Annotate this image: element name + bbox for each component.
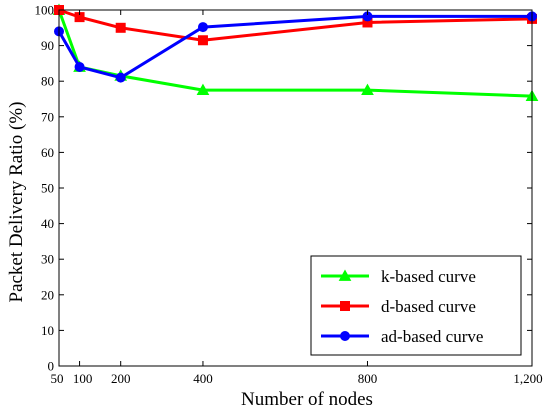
legend-marker [338,269,352,281]
legend-marker [340,331,350,341]
data-point [361,83,374,95]
series-line [57,14,532,80]
y-tick-label: 100 [35,3,55,18]
y-tick-label: 70 [41,109,54,124]
y-tick-label: 40 [41,216,54,231]
x-axis-title: Number of nodes [241,389,373,410]
series-layer [52,3,539,102]
legend-label: d-based curve [381,297,476,316]
legend-entry-3: ad-based curve [321,327,483,346]
data-point [74,61,85,72]
y-tick-label: 20 [41,287,54,302]
legend: k-based curve d-based curve ad-based curve [310,255,522,356]
legend-entry-2: d-based curve [321,297,476,316]
x-tick-label: 200 [111,371,131,386]
y-tick-label: 80 [41,74,54,89]
data-point [196,83,210,95]
legend-marker [340,301,350,311]
data-point [115,72,126,83]
y-tick-label: 60 [41,145,54,160]
legend-label: k-based curve [381,267,476,286]
series-3 [54,11,537,83]
x-tick-label: 800 [358,371,378,386]
x-tick-label: 1,200 [513,371,542,386]
data-point [197,22,208,33]
x-tick-label: 400 [193,371,213,386]
data-point [197,35,208,46]
y-tick-label: 10 [41,323,54,338]
y-tick-label: 30 [41,252,54,267]
x-tick-label: 100 [73,371,93,386]
y-tick-label: 0 [48,359,55,374]
series-line [57,9,533,98]
legend-entry-1: k-based curve [321,267,476,286]
x-tick-label: 50 [51,371,64,386]
y-axis-title: Packet Delivery Ratio (%) [6,101,27,302]
legend-label: ad-based curve [381,327,483,346]
y-tick-label: 90 [41,38,54,53]
y-tick-label: 50 [41,181,54,196]
data-point [115,22,126,33]
axes-layer: 0 10 20 30 40 50 60 70 80 90 100 50 100 200 400 800 1,20… [35,3,543,387]
